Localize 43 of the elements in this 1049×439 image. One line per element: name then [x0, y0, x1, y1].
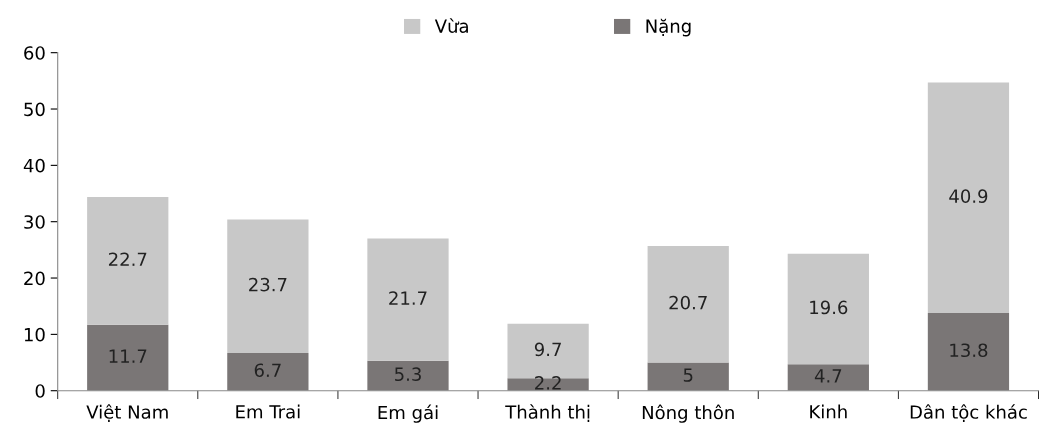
- x-tick-label: Việt Nam: [86, 404, 168, 422]
- y-tick-label: 0: [35, 384, 45, 398]
- y-tick-label: 20: [24, 271, 45, 286]
- y-tick-label: 60: [24, 46, 45, 60]
- data-label: 2.2: [535, 376, 561, 390]
- bar: [227, 219, 309, 353]
- bar: [507, 378, 589, 391]
- bar: [87, 324, 169, 391]
- data-label: 5: [683, 368, 693, 382]
- data-label: 9.7: [534, 342, 561, 357]
- x-tick-label: Thành thị: [505, 404, 590, 422]
- bar: [927, 82, 1010, 313]
- data-label: 19.6: [810, 300, 848, 315]
- data-label: 20.7: [669, 295, 707, 310]
- data-label: 23.7: [249, 277, 287, 292]
- bar: [367, 360, 449, 391]
- bar: [927, 312, 1010, 391]
- data-label: 5.3: [395, 367, 421, 382]
- x-tick-label: Dân tộc khác: [910, 404, 1027, 422]
- y-tick-label: 10: [24, 327, 45, 342]
- x-tick-label: Em Trai: [236, 404, 300, 419]
- data-label: 21.7: [389, 291, 427, 305]
- bar: [647, 245, 729, 363]
- bar: [87, 196, 169, 325]
- x-tick-label: Kinh: [810, 404, 847, 419]
- data-label: 13.8: [950, 343, 988, 358]
- data-label: 11.7: [109, 349, 147, 363]
- data-label: 22.7: [108, 252, 147, 266]
- y-tick-label: 40: [23, 158, 45, 173]
- data-label: 40.9: [949, 189, 988, 203]
- legend-label: Vừa: [434, 18, 468, 33]
- bar: [787, 253, 869, 365]
- legend-label: Nặng: [646, 18, 691, 37]
- bar: [787, 364, 869, 391]
- y-tick-label: 30: [24, 215, 45, 229]
- data-label: 6.7: [254, 363, 281, 378]
- bar: [367, 238, 449, 361]
- bar: [647, 362, 729, 391]
- data-label: 4.7: [814, 369, 842, 383]
- bar: [227, 352, 309, 391]
- y-tick-label: 50: [24, 102, 45, 117]
- x-tick-label: Em gái: [378, 404, 438, 423]
- x-tick-label: Nông thôn: [642, 404, 734, 423]
